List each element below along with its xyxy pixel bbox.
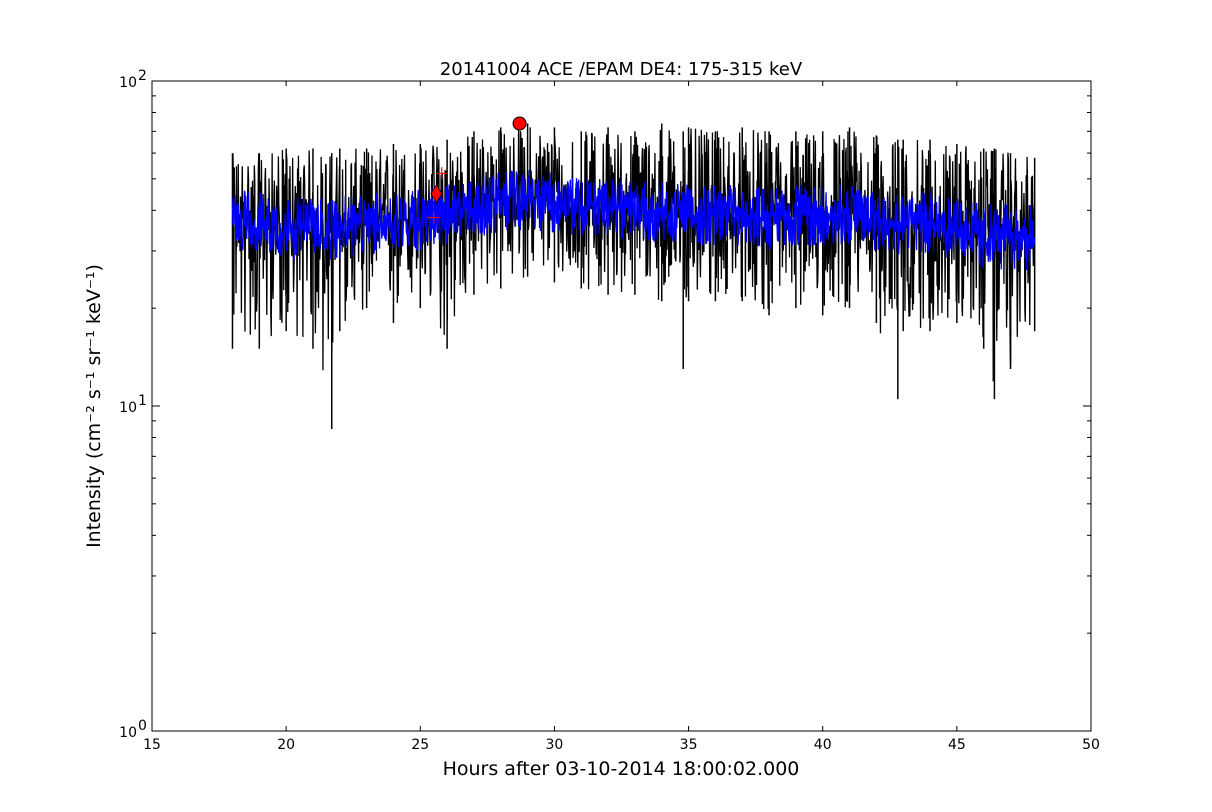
series-line (231, 126, 1036, 382)
x-tick-label: 45 (948, 737, 966, 753)
x-tick-label: 30 (546, 737, 564, 753)
y-tick-exponent: 1 (138, 393, 147, 409)
x-tick-label: 20 (277, 737, 295, 753)
y-tick-exponent: 2 (138, 68, 147, 84)
y-tick-label: 10 (119, 400, 137, 416)
series-line (231, 169, 1036, 271)
marker-plus (435, 167, 448, 180)
x-tick-label: 50 (1082, 737, 1100, 753)
x-tick-label: 15 (143, 737, 161, 753)
x-tick-label: 25 (411, 737, 429, 753)
marker-diamond (430, 183, 443, 204)
x-tick-label: 40 (814, 737, 832, 753)
y-tick-label: 10 (119, 725, 137, 741)
x-axis-label: Hours after 03-10-2014 18:00:02.000 (443, 758, 800, 780)
y-tick-label: 10 (119, 75, 137, 91)
y-axis-label: Intensity (cm⁻² s⁻¹ sr⁻¹ keV⁻¹) (83, 264, 105, 548)
marker-plus (427, 211, 440, 224)
y-tick-exponent: 0 (138, 718, 147, 734)
chart-title: 20141004 ACE /EPAM DE4: 175-315 keV (440, 59, 803, 80)
marker-circle (512, 116, 527, 131)
x-tick-label: 35 (680, 737, 698, 753)
